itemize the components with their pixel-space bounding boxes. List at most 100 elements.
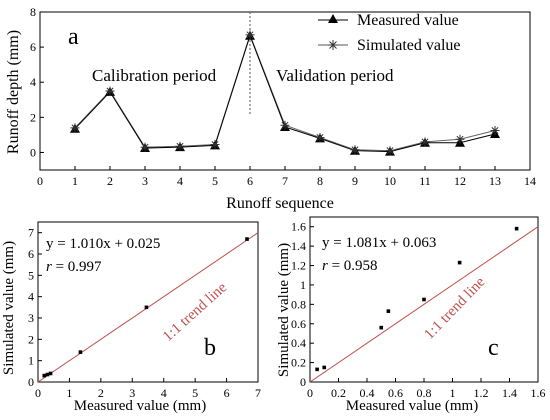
pb-y-tick-label: 3 — [28, 311, 34, 325]
simulated-point-stroke — [211, 141, 219, 149]
pa-x-tick-label: 9 — [352, 174, 358, 188]
pc-y-tick-label: 0 — [300, 375, 306, 389]
pa-x-tick-label: 0 — [37, 174, 43, 188]
pb-y-tick-label: 1 — [28, 354, 34, 368]
pa-x-tick-label: 2 — [107, 174, 113, 188]
pb-y-tick-label: 2 — [28, 332, 34, 346]
legend: Measured value Simulated value — [318, 12, 461, 54]
simulated-point — [245, 30, 255, 40]
pa-x-tick-label: 11 — [419, 174, 431, 188]
simulated-point — [210, 140, 220, 150]
panel-b-data-point — [144, 305, 149, 310]
simulated-point-stroke — [176, 142, 184, 150]
pc-y-tick-label: 1.4 — [291, 239, 306, 253]
pa-x-tick-label: 8 — [317, 174, 323, 188]
simulated-point-stroke — [281, 121, 289, 129]
simulated-point — [455, 134, 465, 144]
pc-y-tick-label: 1.6 — [291, 220, 306, 234]
pb-x-tick-label: 0 — [35, 386, 41, 400]
legend-triangle-marker — [328, 14, 338, 23]
panel-a-y-axis-label: Runoff depth (mm) — [5, 30, 22, 154]
panel-a-x-axis-label: Runoff sequence — [226, 195, 334, 212]
panel-b-trend-label: 1:1 trend line — [160, 279, 230, 345]
panel-b-y-axis-label: Simulated value (mm) — [1, 241, 17, 375]
simulated-point — [175, 141, 185, 151]
simulated-point — [140, 142, 150, 152]
pb-x-tick-label: 1 — [66, 386, 72, 400]
pc-x-tick-label: 0.6 — [388, 386, 403, 400]
pc-x-tick-label: 1.2 — [474, 386, 489, 400]
pb-x-tick-label: 2 — [98, 386, 104, 400]
simulated-point-stroke — [351, 146, 359, 154]
panel-c-trend-line — [309, 226, 539, 383]
panel-b-equation: y = 1.010x + 0.025 — [46, 236, 160, 252]
pb-x-tick-label: 4 — [161, 386, 167, 400]
simulated-point — [385, 146, 395, 156]
pc-y-tick-label: 0.4 — [291, 336, 306, 350]
pb-y-tick-label: 5 — [28, 268, 34, 282]
panel-b-data-point — [48, 371, 53, 376]
pb-y-tick-label: 0 — [28, 375, 34, 389]
simulated-point-stroke — [71, 124, 79, 132]
panel-c-data-point — [379, 325, 384, 330]
simulated-point — [315, 133, 325, 143]
panel-b-data-point — [42, 373, 47, 378]
pa-x-tick-label: 13 — [489, 174, 501, 188]
pa-y-tick-label: 8 — [30, 5, 36, 19]
simulated-point-stroke — [421, 138, 429, 146]
simulated-point-stroke — [456, 135, 464, 143]
panel-b-letter: b — [204, 335, 216, 361]
panel-a-letter: a — [68, 24, 79, 50]
legend-simulated-label: Simulated value — [357, 37, 461, 54]
pc-y-tick-label: 0.8 — [291, 297, 306, 311]
panel-c-scatter-chart: 0 0.2 0.4 0.6 0.8 1 1.2 1.4 1.6 0 0.2 0.4 0.6 0.8 1 1.2… — [276, 216, 546, 414]
pa-y-tick-label: 4 — [30, 75, 36, 89]
panel-b-plot-frame — [37, 221, 259, 383]
panel-c-data-point — [315, 367, 319, 372]
pb-x-tick-label: 6 — [224, 386, 230, 400]
panel-c-trend-label: 1:1 trend line — [421, 274, 488, 343]
pc-x-tick-label: 0.2 — [331, 386, 346, 400]
panel-b-data-point — [78, 350, 83, 354]
pc-x-tick-label: 0.4 — [360, 386, 375, 400]
pb-x-tick-label: 5 — [192, 386, 198, 400]
panel-c-data-point — [514, 226, 519, 231]
pa-x-tick-label: 4 — [177, 174, 183, 188]
panel-b-scatter-chart: 0 1 2 3 4 5 6 7 0 1 2 3 4 5 6 7 y = 1.010x + 0.025 r = … — [1, 221, 261, 414]
simulated-point-stroke — [316, 134, 324, 142]
panel-c-y-axis-label: Simulated value (mm) — [276, 243, 292, 377]
pa-y-tick-label: 0 — [30, 145, 36, 159]
panel-c-x-axis-label: Measured value (mm) — [346, 398, 478, 414]
pa-x-tick-label: 12 — [454, 174, 466, 188]
pa-x-tick-label: 14 — [524, 174, 536, 188]
pb-x-tick-label: 3 — [129, 386, 135, 400]
pc-y-tick-label: 0.6 — [291, 317, 306, 331]
pc-x-tick-label: 1 — [450, 386, 456, 400]
simulated-point-stroke — [246, 31, 254, 39]
pc-x-tick-label: 1.6 — [531, 386, 546, 400]
simulated-point — [420, 137, 430, 147]
simulated-point — [280, 120, 290, 130]
simulated-point — [490, 126, 500, 135]
pc-x-tick-label: 1.4 — [502, 386, 517, 400]
panel-b-r-value: r = 0.997 — [46, 259, 102, 275]
pa-x-tick-label: 10 — [384, 174, 396, 188]
validation-period-label: Validation period — [276, 66, 394, 85]
panel-c-letter: c — [488, 335, 499, 361]
simulated-point-stroke — [106, 87, 114, 95]
panel-b-data-point — [45, 372, 50, 377]
pa-x-tick-label: 1 — [72, 174, 78, 188]
panel-c-data-point — [386, 309, 391, 313]
pa-x-tick-label: 6 — [247, 174, 253, 188]
pa-x-tick-label: 5 — [212, 174, 218, 188]
panel-c-data-point — [322, 365, 327, 370]
legend-asterisk — [328, 40, 338, 50]
panel-c-data-point — [457, 260, 462, 265]
pa-x-tick-label: 3 — [142, 174, 148, 188]
pc-x-tick-label: 0 — [307, 386, 313, 400]
panel-b-data-point — [245, 237, 249, 241]
pb-y-tick-label: 6 — [28, 247, 34, 261]
calibration-period-label: Calibration period — [92, 66, 217, 85]
